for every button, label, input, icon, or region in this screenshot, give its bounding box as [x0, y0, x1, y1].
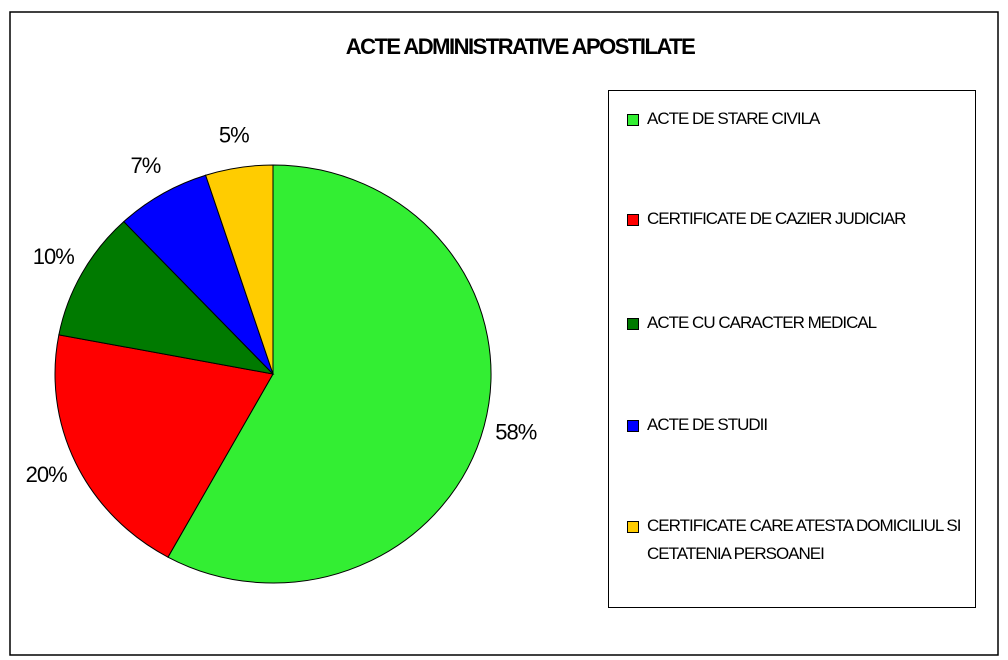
legend-swatch [627, 420, 639, 432]
legend-label: CERTIFICATE CARE ATESTA DOMICILIUL SI CE… [647, 516, 961, 563]
data-label: 5% [219, 122, 249, 147]
legend-entry: ACTE DE STARE CIVILA [627, 105, 987, 133]
pie-slice [58, 220, 275, 375]
legend-label: CERTIFICATE DE CAZIER JUDICIAR [647, 209, 906, 228]
data-label: 10% [33, 244, 74, 269]
legend-swatch [627, 318, 639, 330]
legend-label: ACTE CU CARACTER MEDICAL [647, 313, 877, 332]
pie-slice [167, 164, 492, 584]
pie-slice [54, 334, 274, 558]
legend-swatch [627, 114, 639, 126]
legend-label: ACTE DE STUDII [647, 415, 768, 434]
legend-entry: CERTIFICATE DE CAZIER JUDICIAR [627, 205, 987, 233]
pie-slice [204, 164, 274, 375]
data-label: 7% [130, 153, 160, 178]
legend-entry: ACTE CU CARACTER MEDICAL [627, 309, 987, 337]
legend-entry: CERTIFICATE CARE ATESTA DOMICILIUL SI CE… [627, 512, 987, 568]
legend-label: ACTE DE STARE CIVILA [647, 109, 820, 128]
legend-swatch [627, 521, 639, 533]
legend-swatch [627, 214, 639, 226]
legend-entry: ACTE DE STUDII [627, 411, 987, 439]
data-label: 58% [495, 420, 536, 445]
data-label: 20% [26, 462, 67, 487]
chart-title: ACTE ADMINISTRATIVE APOSTILATE [346, 34, 695, 59]
legend: ACTE DE STARE CIVILA CERTIFICATE DE CAZIE… [608, 90, 976, 608]
